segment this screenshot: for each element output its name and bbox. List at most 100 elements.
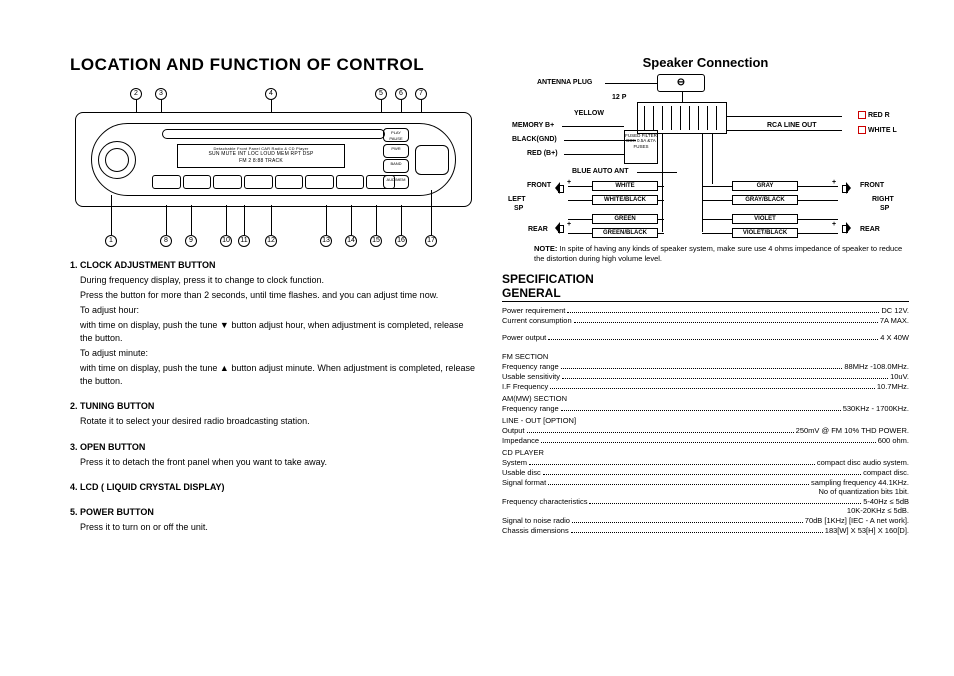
spec-row: Current consumption7A MAX. — [502, 316, 909, 325]
box-white: WHITE — [592, 181, 658, 191]
box-gray: GRAY — [732, 181, 798, 191]
pwr-label: PWR — [383, 144, 409, 158]
instruction-head: 2. TUNING BUTTON — [70, 400, 477, 413]
speaker-rl-icon — [554, 222, 564, 234]
lbl-redb: RED (B+) — [527, 150, 558, 157]
callout-15: 15 — [370, 235, 382, 247]
instruction-line: Press it to turn on or off the unit. — [70, 521, 477, 534]
box-greenblack: GREEN/BLACK — [592, 228, 658, 238]
lbl-12p: 12 P — [612, 94, 626, 101]
lbl-blueant: BLUE AUTO ANT — [572, 168, 629, 175]
spec-row: Impedance600 ohm. — [502, 436, 909, 445]
antenna-plug-icon: ⊖ — [657, 74, 705, 92]
callout-1: 1 — [105, 235, 117, 247]
callout-14: 14 — [345, 235, 357, 247]
instruction-line: During frequency display, press it to ch… — [70, 274, 477, 287]
callout-9: 9 — [185, 235, 197, 247]
band-label: BAND — [383, 159, 409, 173]
callout-12: 12 — [265, 235, 277, 247]
instruction-head: 1. CLOCK ADJUSTMENT BUTTON — [70, 259, 477, 272]
cd-slot — [162, 129, 385, 139]
spec-section: LINE - OUT [OPTION] — [502, 416, 909, 425]
instruction-line: Press it to detach the front panel when … — [70, 456, 477, 469]
lbl-memoryb: MEMORY B+ — [512, 122, 554, 129]
spec-row: Frequency characteristics5-40Hz ≤ 5dB — [502, 497, 909, 506]
instruction-line: with time on display, push the tune ▼ bu… — [70, 319, 477, 345]
instruction-head: 4. LCD ( LIQUID CRYSTAL DISPLAY) — [70, 481, 477, 494]
callout-8: 8 — [160, 235, 172, 247]
spec-row: Signal formatsampling frequency 44.1KHz. — [502, 478, 909, 487]
callout-17: 17 — [425, 235, 437, 247]
spec-title-1: SPECIFICATION — [502, 272, 909, 286]
spec-row: Systemcompact disc audio system. — [502, 458, 909, 467]
radio-diagram: 2 3 4 5 6 7 Detachable Front Panel CAR R… — [70, 87, 477, 247]
spec-subline: No of quantization bits 1bit. — [502, 487, 909, 496]
lbl-whitel: WHITE L — [868, 127, 897, 134]
radio-front: Detachable Front Panel CAR Radio & CD Pl… — [75, 112, 472, 207]
lbl-right1: RIGHT — [872, 196, 894, 203]
instruction-line: with time on display, push the tune ▲ bu… — [70, 362, 477, 388]
lbl-rca: RCA LINE OUT — [767, 122, 817, 129]
instruction-line: To adjust hour: — [70, 304, 477, 317]
main-title: LOCATION AND FUNCTION OF CONTROL — [70, 55, 477, 75]
box-green: GREEN — [592, 214, 658, 224]
lbl-right2: SP — [880, 205, 889, 212]
lbl-blackgnd: BLACK(GND) — [512, 136, 557, 143]
lcd: Detachable Front Panel CAR Radio & CD Pl… — [177, 144, 345, 168]
lbl-front-r: FRONT — [860, 182, 884, 189]
lbl-left1: LEFT — [508, 196, 526, 203]
spec-section: FM SECTION — [502, 352, 909, 361]
left-column: LOCATION AND FUNCTION OF CONTROL 2 3 4 5… — [70, 55, 477, 656]
lbl-yellow: YELLOW — [574, 110, 604, 117]
callout-10: 10 — [220, 235, 232, 247]
instruction-line: To adjust minute: — [70, 347, 477, 360]
spec-row: Usable sensitivity10uV. — [502, 372, 909, 381]
instruction-line: Rotate it to select your desired radio b… — [70, 415, 477, 428]
instruction-head: 3. OPEN BUTTON — [70, 441, 477, 454]
lbl-redr: RED R — [868, 112, 890, 119]
spec-row: Power output4 X 40W — [502, 333, 909, 342]
speaker-title: Speaker Connection — [502, 55, 909, 70]
box-grayblack: GRAY/BLACK — [732, 195, 798, 205]
callout-16: 16 — [395, 235, 407, 247]
box-violetblack: VIOLET/BLACK — [732, 228, 798, 238]
callout-11: 11 — [238, 235, 250, 247]
box-violet: VIOLET — [732, 214, 798, 224]
wiring-diagram: ANTENNA PLUG ⊖ 12 P YELLOW MEMORY B+ BLA… — [502, 74, 909, 254]
specs-list: Power requirementDC 12V.Current consumpt… — [502, 306, 909, 535]
instructions: 1. CLOCK ADJUSTMENT BUTTON During frequen… — [70, 259, 477, 534]
red-r-icon — [858, 111, 866, 119]
spec-row: Power requirementDC 12V. — [502, 306, 909, 315]
speaker-fl-icon — [554, 182, 564, 194]
filter-box: FUSED FILTER BOX 0.5A &7A FUSES — [624, 130, 658, 164]
instruction-line: Press the button for more than 2 seconds… — [70, 289, 477, 302]
spec-row: Chassis dimensions183[W] X 53[H] X 160[D… — [502, 526, 909, 535]
white-l-icon — [858, 126, 866, 134]
spec-title-2: GENERAL — [502, 286, 909, 302]
play-label: PLAY PAUSE — [383, 128, 409, 142]
spec-subline: 10K-20KHz ≤ 5dB. — [502, 506, 909, 515]
speaker-fr-icon — [842, 182, 852, 194]
lbl-rear-l: REAR — [528, 226, 548, 233]
tune-knob — [98, 141, 136, 179]
vol-knob — [415, 145, 449, 175]
instruction-head: 5. POWER BUTTON — [70, 506, 477, 519]
spec-row: I.F Frequency10.7MHz. — [502, 382, 909, 391]
callout-13: 13 — [320, 235, 332, 247]
box-whiteblack: WHITE/BLACK — [592, 195, 658, 205]
wiring-note: NOTE: In spite of having any kinds of sp… — [534, 244, 909, 264]
spec-row: Frequency range530KHz - 1700KHz. — [502, 404, 909, 413]
spec-row: Output250mV @ FM 10% THD POWER. — [502, 426, 909, 435]
lbl-left2: SP — [514, 205, 523, 212]
spec-section: AM(MW) SECTION — [502, 394, 909, 403]
spec-row: Frequency range88MHz -108.0MHz. — [502, 362, 909, 371]
lbl-front-l: FRONT — [527, 182, 551, 189]
lbl-rear-r: REAR — [860, 226, 880, 233]
right-column: Speaker Connection ANTENNA PLUG ⊖ 12 P Y… — [502, 55, 909, 656]
lbl-antenna: ANTENNA PLUG — [537, 79, 592, 86]
spec-row: Signal to noise radio70dB [1KHz] [IEC - … — [502, 516, 909, 525]
speaker-rr-icon — [842, 222, 852, 234]
spec-row: Usable disccompact disc. — [502, 468, 909, 477]
preset-buttons — [152, 175, 395, 189]
spec-section: CD PLAYER — [502, 448, 909, 457]
